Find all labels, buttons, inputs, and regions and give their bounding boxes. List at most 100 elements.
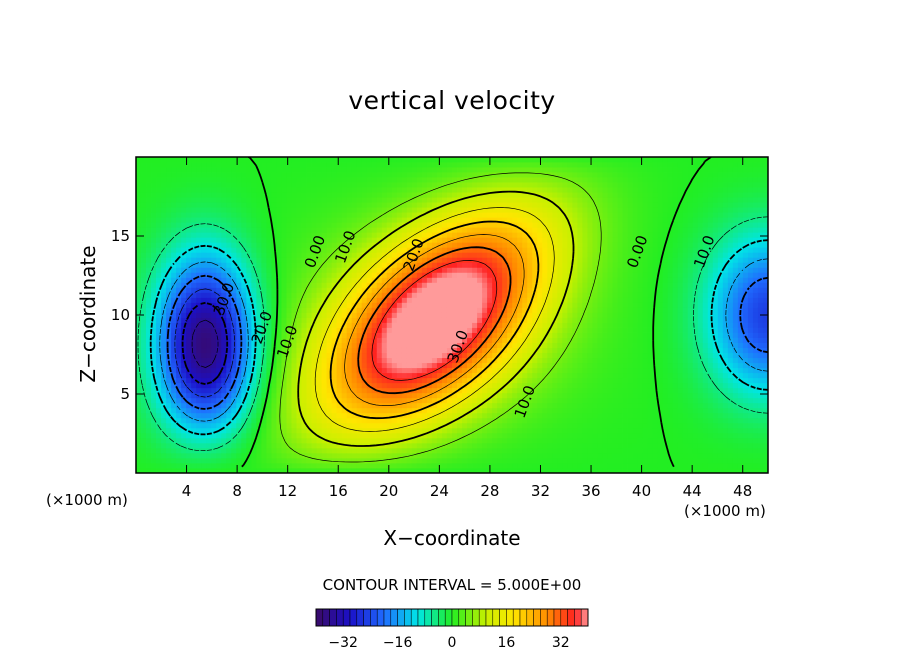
heatmap-cell [191, 432, 197, 439]
heatmap-cell [477, 322, 483, 328]
heatmap-cell [446, 377, 453, 384]
heatmap-cell [246, 387, 252, 394]
heatmap-cell [401, 242, 408, 248]
heatmap-cell [396, 467, 403, 473]
heatmap-cell [306, 287, 312, 293]
heatmap-cell [326, 402, 333, 409]
heatmap-cell [291, 187, 297, 193]
heatmap-cell [236, 227, 242, 233]
heatmap-cell [301, 342, 307, 349]
heatmap-cell [477, 377, 483, 384]
heatmap-cell [457, 442, 463, 449]
heatmap-cell [276, 317, 282, 323]
heatmap-cell [291, 382, 297, 389]
heatmap-cell [331, 257, 338, 263]
heatmap-cell [386, 432, 393, 439]
heatmap-cell [171, 422, 177, 429]
heatmap-cell [426, 252, 433, 258]
heatmap-cell [281, 232, 287, 238]
heatmap-cell [502, 222, 508, 228]
heatmap-cell [281, 257, 287, 263]
heatmap-cell [286, 392, 292, 399]
heatmap-cell [522, 192, 528, 198]
heatmap-cell [236, 402, 242, 409]
heatmap-cell [527, 162, 533, 168]
heatmap-cell [216, 227, 222, 233]
heatmap-cell [256, 377, 262, 384]
heatmap-cell [141, 382, 147, 389]
heatmap-cell [176, 427, 182, 434]
heatmap-cell [206, 292, 212, 298]
heatmap-cell [401, 322, 408, 328]
heatmap-cell [386, 197, 393, 203]
heatmap-cell [226, 357, 232, 364]
heatmap-cell [196, 317, 202, 323]
heatmap-cell [366, 287, 373, 293]
heatmap-cell [211, 292, 217, 298]
heatmap-cell [336, 287, 343, 293]
heatmap-cell [236, 187, 242, 193]
heatmap-cell [151, 292, 157, 298]
heatmap-cell [311, 202, 317, 208]
heatmap-cell [281, 357, 287, 364]
heatmap-cell [291, 172, 297, 178]
heatmap-cell [146, 272, 152, 278]
heatmap-cell [281, 337, 287, 343]
heatmap-cell [236, 382, 242, 389]
heatmap-cell [426, 272, 433, 278]
heatmap-cell [487, 307, 493, 313]
heatmap-cell [356, 327, 363, 333]
heatmap-cell [141, 227, 147, 233]
heatmap-cell [426, 437, 433, 444]
heatmap-cell [351, 457, 358, 464]
heatmap-cell [141, 242, 147, 248]
heatmap-cell [477, 242, 483, 248]
heatmap-cell [171, 307, 177, 313]
heatmap-cell [256, 317, 262, 323]
heatmap-cell [467, 187, 473, 193]
heatmap-cell [311, 312, 317, 318]
heatmap-cell [467, 222, 473, 228]
heatmap-cell [326, 462, 333, 469]
heatmap-cell [472, 187, 478, 193]
heatmap-cell [176, 257, 182, 263]
heatmap-cell [411, 417, 418, 424]
heatmap-cell [472, 252, 478, 258]
heatmap-cell [191, 467, 197, 473]
heatmap-cell [391, 212, 398, 218]
heatmap-cell [296, 162, 302, 168]
heatmap-cell [176, 327, 182, 333]
heatmap-cell [276, 467, 282, 473]
heatmap-cell [497, 242, 503, 248]
heatmap-cell [376, 337, 383, 343]
heatmap-cell [396, 322, 403, 328]
heatmap-cell [221, 427, 227, 434]
heatmap-cell [381, 162, 388, 168]
heatmap-cell [366, 207, 373, 213]
heatmap-cell [246, 307, 252, 313]
heatmap-cell [341, 157, 348, 163]
heatmap-cell [281, 192, 287, 198]
heatmap-cell [336, 352, 343, 359]
heatmap-cell [512, 377, 518, 384]
heatmap-cell [246, 267, 252, 273]
heatmap-cell [331, 282, 338, 288]
heatmap-cell [336, 412, 343, 419]
heatmap-cell [191, 237, 197, 243]
heatmap-cell [276, 202, 282, 208]
heatmap-cell [507, 467, 513, 473]
heatmap-cell [196, 277, 202, 283]
heatmap-cell [532, 377, 538, 384]
heatmap-cell [171, 247, 177, 253]
heatmap-cell [452, 257, 458, 263]
heatmap-cell [256, 177, 262, 183]
heatmap-cell [276, 212, 282, 218]
heatmap-cell [261, 222, 267, 228]
heatmap-cell [176, 432, 182, 439]
heatmap-cell [356, 252, 363, 258]
heatmap-cell [411, 422, 418, 429]
heatmap-cell [306, 262, 312, 268]
heatmap-cell [477, 302, 483, 308]
heatmap-cell [271, 437, 277, 444]
heatmap-cell [186, 202, 192, 208]
